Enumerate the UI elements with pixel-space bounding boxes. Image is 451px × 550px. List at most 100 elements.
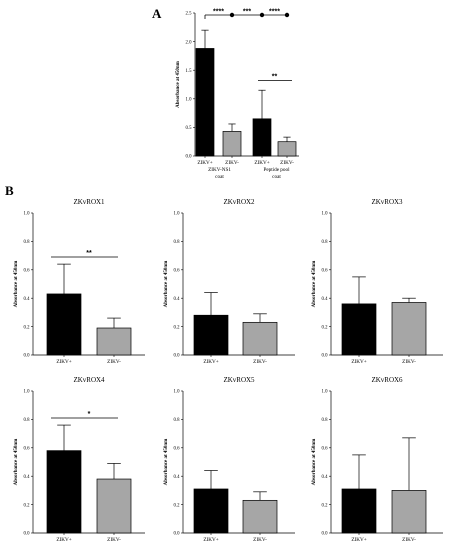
sig-label: * (88, 411, 91, 418)
bar (341, 303, 377, 356)
x-group-label: coat (272, 174, 281, 180)
y-tick-label: 0.6 (24, 269, 31, 274)
bar (46, 450, 82, 534)
panel-title: ZKvROX5 (223, 376, 255, 384)
x-tick-label: ZIKV- (107, 359, 121, 365)
sig-label: **** (269, 9, 280, 16)
bar (391, 490, 427, 534)
sig-dot (259, 12, 265, 18)
panel-A: A 0.0 0.5 1.0 1.5 2.0 2.5 Absorbance at 450nm ZI… (152, 6, 299, 180)
y-tick-label: 0.0 (174, 354, 181, 359)
y-tick-label: 1.0 (186, 98, 193, 103)
y-tick-label: 1.0 (174, 212, 181, 217)
y-tick-label: 0.2 (322, 325, 329, 330)
y-tick-label: 1.0 (24, 390, 31, 395)
y-tick-label: 0.2 (174, 503, 181, 508)
y-tick-label: 0.8 (174, 418, 181, 423)
panel-B3: ZKvROX3 0.0 0.2 0.4 0.6 0.8 1.0 Absorbance at 4… (312, 198, 443, 365)
panel-letter: B (5, 183, 14, 198)
y-tick-label: 0.6 (174, 269, 181, 274)
panel-B5: ZKvROX5 0.0 0.2 0.4 0.6 0.8 1.0 Absorbance at 4… (164, 376, 295, 543)
y-tick-label: 0.8 (24, 418, 31, 423)
x-tick-label: ZIKV- (253, 359, 267, 365)
y-tick-label: 0.0 (174, 532, 181, 537)
bar (391, 302, 427, 356)
y-tick-label: 0.0 (24, 354, 31, 359)
sig-label: ** (86, 250, 92, 257)
y-axis-label: Absorbance at 450nm (164, 438, 169, 486)
x-tick-label: ZIKV+ (254, 160, 269, 166)
y-tick-label: 0.0 (322, 532, 329, 537)
y-axis-label: Absorbance at 450nm (14, 260, 19, 308)
y-tick-label: 0.0 (322, 354, 329, 359)
y-tick-label: 0.6 (322, 447, 329, 452)
x-tick-label: ZIKV- (107, 537, 121, 543)
bar (242, 499, 278, 534)
x-tick-label: ZIKV+ (56, 359, 71, 365)
bar (195, 48, 215, 157)
x-tick-label: ZIKV+ (351, 537, 366, 543)
y-tick-label: 0.6 (174, 447, 181, 452)
y-axis-label: Absorbance at 450nm (176, 60, 181, 108)
y-tick-label: 0.2 (24, 325, 31, 330)
bar (193, 488, 229, 534)
y-tick-label: 2.0 (186, 40, 193, 45)
y-tick-label: 2.5 (186, 12, 193, 17)
bar (242, 321, 278, 356)
y-tick-label: 0.0 (186, 155, 193, 160)
y-tick-label: 1.0 (174, 390, 181, 395)
bar (96, 327, 132, 356)
y-tick-label: 0.8 (24, 240, 31, 245)
y-axis-label: Absorbance at 450nm (164, 260, 169, 308)
x-tick-label: ZIKV+ (203, 359, 218, 365)
panel-B6: ZKvROX6 0.0 0.2 0.4 0.6 0.8 1.0 Absorbance at 4… (312, 376, 443, 543)
sig-label: **** (213, 9, 224, 16)
y-tick-label: 0.2 (24, 503, 31, 508)
y-tick-label: 0.6 (24, 447, 31, 452)
panel-title: ZKvROX1 (73, 198, 105, 206)
y-tick-label: 0.2 (174, 325, 181, 330)
x-tick-label: ZIKV- (280, 160, 294, 166)
sig-dot (229, 12, 235, 18)
panel-title: ZKvROX2 (223, 198, 255, 206)
x-tick-label: ZIKV- (402, 537, 416, 543)
panel-letter: A (152, 6, 162, 21)
bar (277, 141, 297, 157)
y-axis-label: Absorbance at 450nm (312, 438, 317, 486)
x-tick-label: ZIKV- (402, 359, 416, 365)
sig-dot (284, 12, 290, 18)
sig-label: ** (272, 73, 278, 80)
y-tick-label: 0.8 (174, 240, 181, 245)
panel-title: ZKvROX4 (73, 376, 105, 384)
y-tick-label: 1.0 (322, 390, 329, 395)
x-tick-label: ZIKV+ (197, 160, 212, 166)
y-tick-label: 0.8 (322, 418, 329, 423)
bar (96, 478, 132, 534)
panel-B1: B ZKvROX1 0.0 0.2 0.4 0.6 0.8 1.0 Absorbance at … (5, 183, 145, 365)
bar (46, 293, 82, 356)
y-tick-label: 1.0 (24, 212, 31, 217)
bar (222, 131, 242, 157)
panel-B4: ZKvROX4 0.0 0.2 0.4 0.6 0.8 1.0 Absorbance at 4… (14, 376, 145, 543)
y-tick-label: 1.5 (186, 69, 193, 74)
sig-label: *** (243, 9, 251, 16)
y-tick-label: 0.6 (322, 269, 329, 274)
y-tick-label: 0.4 (174, 475, 181, 480)
x-tick-label: ZIKV- (253, 537, 267, 543)
y-tick-label: 0.4 (322, 475, 329, 480)
y-tick-label: 0.4 (24, 475, 31, 480)
panel-title: ZKvROX3 (371, 198, 403, 206)
x-group-label: Peptide pool (263, 167, 290, 173)
bar (341, 488, 377, 534)
y-axis-label: Absorbance at 450nm (312, 260, 317, 308)
y-tick-label: 1.0 (322, 212, 329, 217)
y-tick-label: 0.4 (174, 297, 181, 302)
bar (193, 314, 229, 356)
y-tick-label: 0.0 (24, 532, 31, 537)
y-axis-label: Absorbance at 450nm (14, 438, 19, 486)
x-tick-label: ZIKV+ (56, 537, 71, 543)
y-tick-label: 0.4 (322, 297, 329, 302)
x-tick-label: ZIKV+ (203, 537, 218, 543)
x-tick-label: ZIKV+ (351, 359, 366, 365)
y-tick-label: 0.2 (322, 503, 329, 508)
